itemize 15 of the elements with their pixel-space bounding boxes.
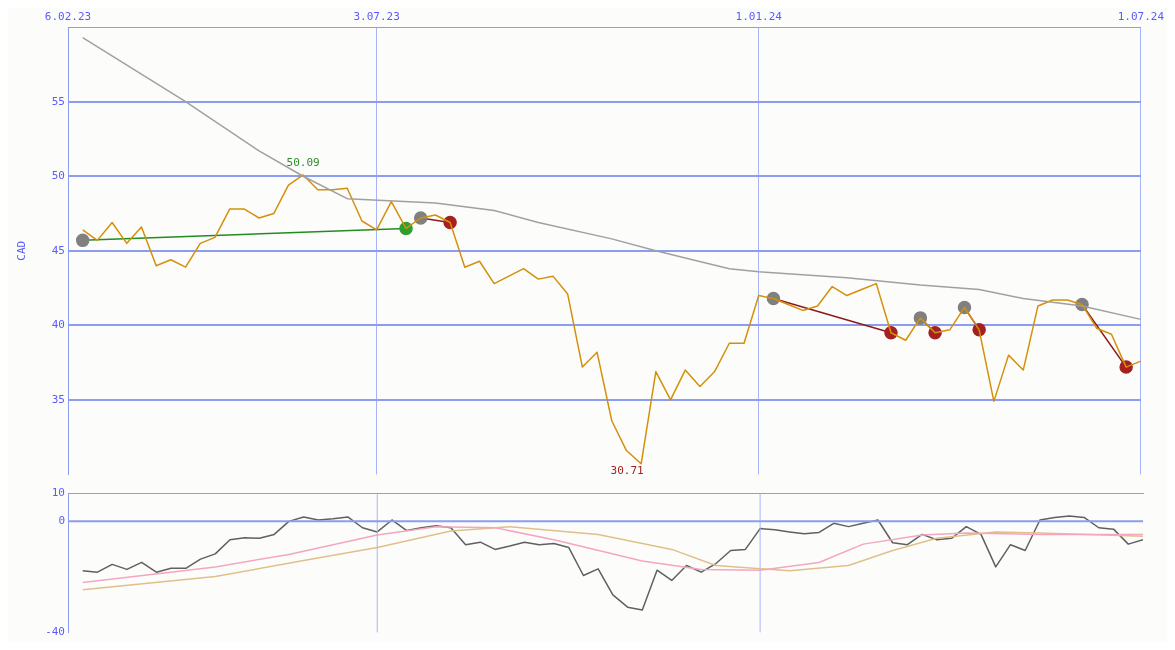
y-axis-title: CAD: [15, 240, 29, 261]
x-tick-label: 6.02.23: [44, 10, 92, 24]
y-tick-label: 0: [58, 514, 65, 528]
y-tick-label: 10: [51, 486, 65, 500]
x-tick-label: 3.07.23: [353, 10, 400, 24]
y-tick-label: 50: [51, 169, 65, 183]
x-tick-label: 1.01.24: [735, 10, 783, 24]
annotation: 50.09: [286, 156, 320, 170]
x-tick-label: 1.07.24: [1117, 10, 1165, 24]
annotation: 30.71: [610, 464, 644, 478]
y-tick-label: 45: [51, 243, 65, 257]
y-tick-label: 35: [51, 392, 65, 406]
y-tick-label: -40: [45, 625, 65, 639]
y-tick-label: 40: [51, 318, 65, 332]
y-tick-label: 55: [51, 94, 65, 108]
